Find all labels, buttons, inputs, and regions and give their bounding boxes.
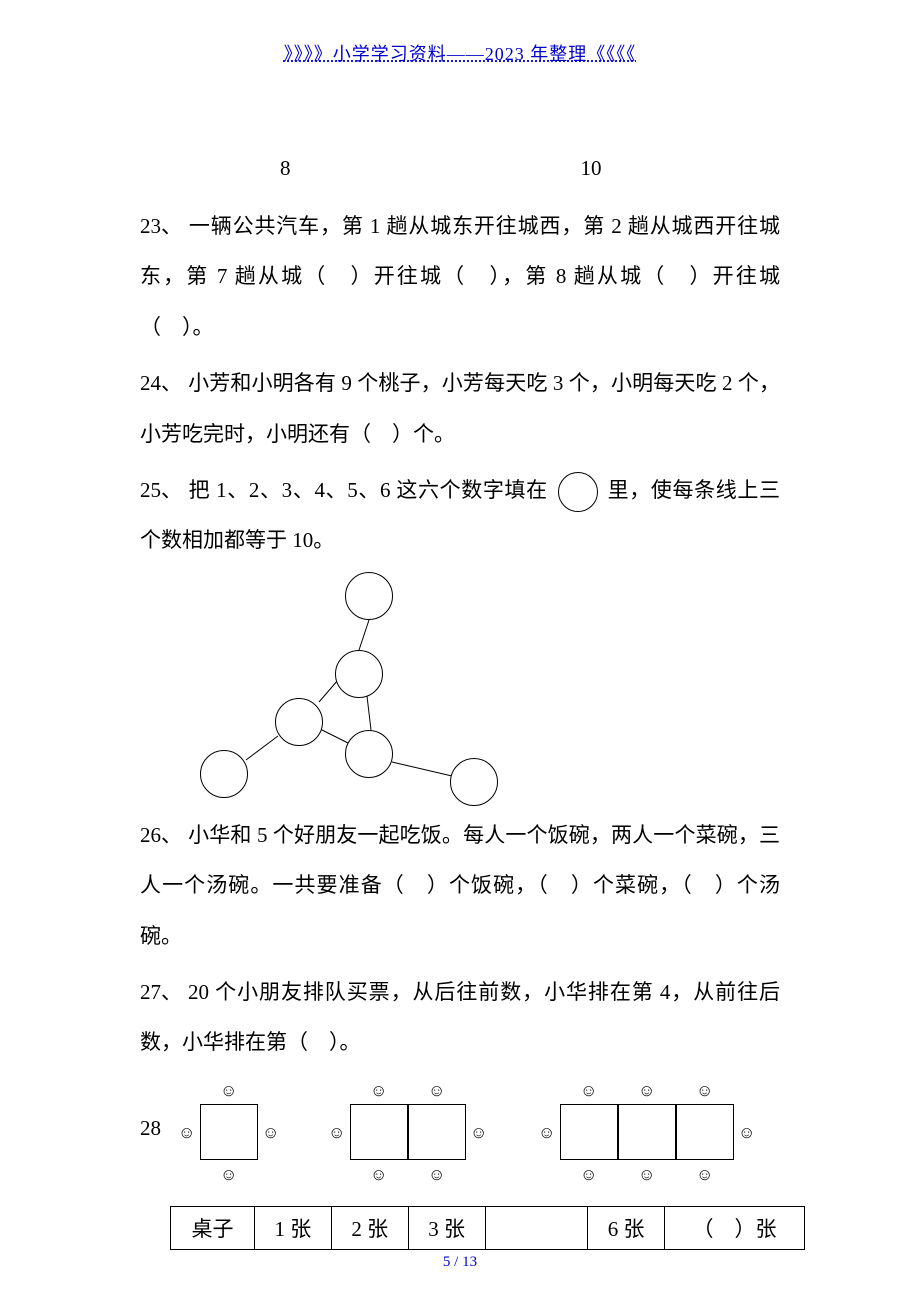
inline-circle-icon (558, 472, 598, 512)
desk-box (560, 1104, 618, 1160)
smile-icon: ☺ (428, 1082, 445, 1099)
smile-icon: ☺ (580, 1166, 597, 1183)
desk-table: 桌子 1 张 2 张 3 张 6 张 （ ）张 (170, 1206, 805, 1250)
q25-number: 25、 (140, 465, 188, 515)
diagram-circle (200, 750, 248, 798)
q27-number: 27、 (140, 967, 188, 1017)
desk-box (200, 1104, 258, 1160)
table-row: 桌子 1 张 2 张 3 张 6 张 （ ）张 (171, 1206, 805, 1249)
smile-icon: ☺ (580, 1082, 597, 1099)
desk-box (676, 1104, 734, 1160)
smile-icon: ☺ (538, 1124, 555, 1141)
question-24: 24、小芳和小明各有 9 个桃子，小芳每天吃 3 个，小明每天吃 2 个，小芳吃… (140, 358, 780, 459)
cell-desk-label: 桌子 (171, 1206, 255, 1249)
diagram-circle (275, 698, 323, 746)
diagram-circle (345, 572, 393, 620)
desk-box (350, 1104, 408, 1160)
page-header: 》》》》小学学习资料——2023 年整理《《《《 (140, 40, 780, 66)
smile-icon: ☺ (638, 1166, 655, 1183)
header-text: 》》》》小学学习资料——2023 年整理《《《《 (284, 44, 637, 64)
q24-number: 24、 (140, 358, 188, 408)
question-25: 25、把 1、2、3、4、5、6 这六个数字填在 里，使每条线上三个数相加都等于… (140, 465, 780, 566)
smile-icon: ☺ (220, 1082, 237, 1099)
smile-icon: ☺ (638, 1082, 655, 1099)
smile-icon: ☺ (370, 1166, 387, 1183)
row-8-10: 8 10 (140, 156, 780, 181)
diagram-circle (335, 650, 383, 698)
smile-icon: ☺ (738, 1124, 755, 1141)
page-footer: 5 / 13 (140, 1254, 780, 1271)
smile-icon: ☺ (696, 1166, 713, 1183)
diagram-circle (450, 758, 498, 806)
question-27: 27、20 个小朋友排队买票，从后往前数，小华排在第 4，从前往后数，小华排在第… (140, 967, 780, 1068)
desk-box (408, 1104, 466, 1160)
cell-paren: （ ）张 (665, 1206, 805, 1249)
diagram-circle (345, 730, 393, 778)
cell-1: 1 张 (254, 1206, 331, 1249)
smile-icon: ☺ (178, 1124, 195, 1141)
page-number: 5 / 13 (443, 1254, 477, 1270)
question-28-figure: 28 ☺ ☺ ☺ ☺ ☺ ☺ ☺ ☺ ☺ ☺ ☺ ☺ ☺ ☺ ☺ ☺ ☺ ☺ (140, 1078, 780, 1198)
q24-text: 小芳和小明各有 9 个桃子，小芳每天吃 3 个，小明每天吃 2 个，小芳吃完时，… (140, 371, 780, 445)
q23-text: 一辆公共汽车，第 1 趟从城东开往城西，第 2 趟从城西开往城东，第 7 趟从城… (140, 214, 780, 339)
cell-3: 3 张 (408, 1206, 485, 1249)
q26-text: 小华和 5 个好朋友一起吃饭。每人一个饭碗，两人一个菜碗，三人一个汤碗。一共要准… (140, 823, 780, 948)
q27-text: 20 个小朋友排队买票，从后往前数，小华排在第 4，从前往后数，小华排在第（ ）… (140, 980, 780, 1054)
cell-6: 6 张 (588, 1206, 665, 1249)
smile-icon: ☺ (220, 1166, 237, 1183)
smile-icon: ☺ (696, 1082, 713, 1099)
smile-icon: ☺ (428, 1166, 445, 1183)
question-26: 26、小华和 5 个好朋友一起吃饭。每人一个饭碗，两人一个菜碗，三人一个汤碗。一… (140, 810, 780, 961)
q25-text-before: 把 1、2、3、4、5、6 这六个数字填在 (188, 478, 548, 502)
smile-icon: ☺ (262, 1124, 279, 1141)
desk-box (618, 1104, 676, 1160)
q25-diagram (180, 572, 560, 802)
smile-icon: ☺ (370, 1082, 387, 1099)
number-8: 8 (280, 156, 291, 181)
smile-icon: ☺ (470, 1124, 487, 1141)
smile-icon: ☺ (328, 1124, 345, 1141)
q26-number: 26、 (140, 810, 188, 860)
q28-number: 28 (140, 1116, 161, 1141)
number-10: 10 (581, 156, 602, 181)
cell-2: 2 张 (331, 1206, 408, 1249)
q23-number: 23、 (140, 201, 188, 251)
question-23: 23、一辆公共汽车，第 1 趟从城东开往城西，第 2 趟从城西开往城东，第 7 … (140, 201, 780, 352)
cell-blank (485, 1206, 588, 1249)
